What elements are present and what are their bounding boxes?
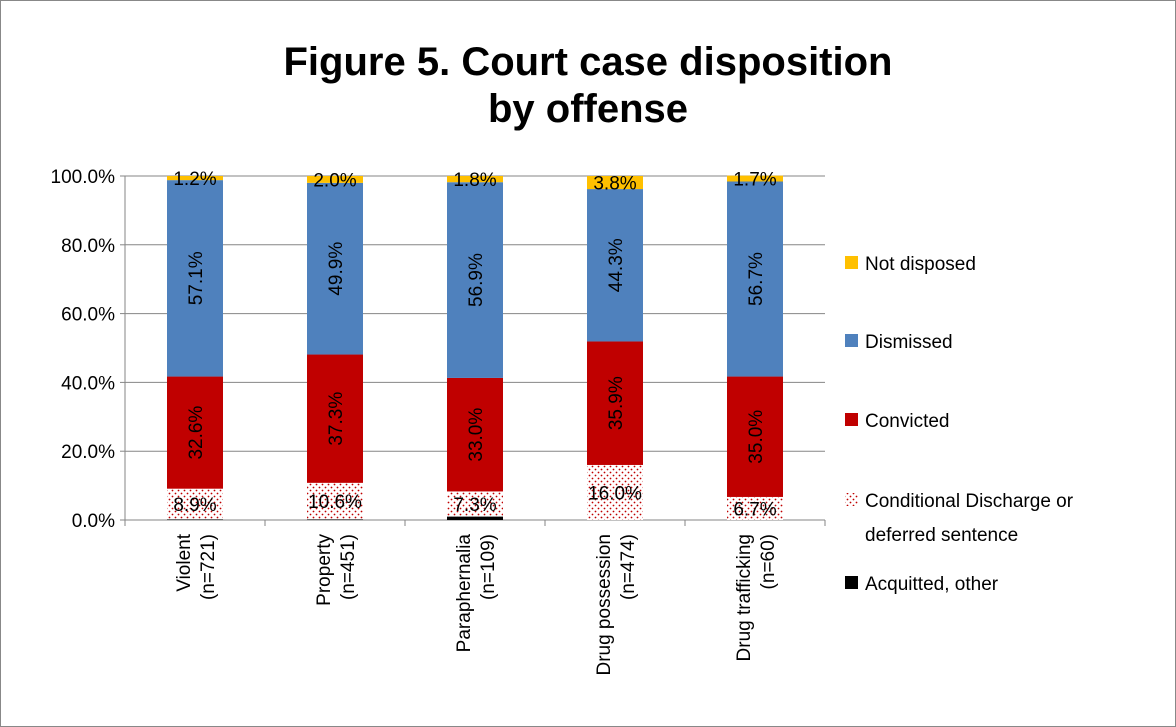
y-tick-label: 80.0% bbox=[61, 236, 115, 257]
legend-label: Dismissed bbox=[865, 332, 953, 353]
data-label: 56.7% bbox=[746, 252, 767, 306]
data-label: 56.9% bbox=[466, 253, 487, 307]
legend-swatch bbox=[845, 334, 858, 347]
data-label: 16.0% bbox=[588, 483, 642, 504]
data-label: 37.3% bbox=[326, 392, 347, 446]
legend-label: Not disposed bbox=[865, 254, 976, 275]
bar-segment bbox=[307, 354, 363, 483]
chart-title: Figure 5. Court case disposition by offen… bbox=[284, 40, 893, 131]
data-label: 1.2% bbox=[173, 169, 216, 190]
bar-segment bbox=[447, 516, 503, 520]
legend-swatch bbox=[845, 413, 858, 426]
bar-segment bbox=[587, 189, 643, 342]
y-tick-label: 60.0% bbox=[61, 305, 115, 326]
bar-segment bbox=[167, 176, 223, 181]
x-tick-label: Paraphernalia (n=109) bbox=[454, 534, 499, 653]
data-label: 7.3% bbox=[453, 495, 496, 516]
x-tick-label: Drug possession (n=474) bbox=[594, 534, 639, 676]
legend-label: Convicted bbox=[865, 411, 950, 432]
data-label: 57.1% bbox=[186, 251, 207, 305]
data-label: 33.0% bbox=[466, 408, 487, 462]
legend-swatch bbox=[845, 256, 858, 269]
legend-label: Conditional Discharge or deferred sentenc… bbox=[865, 491, 1074, 546]
bar-segment bbox=[447, 182, 503, 378]
bar-segment bbox=[447, 176, 503, 183]
legend-swatch bbox=[845, 576, 858, 589]
bar-segment bbox=[167, 180, 223, 377]
bar-segment bbox=[447, 377, 503, 492]
bar-segment bbox=[727, 376, 783, 497]
data-label: 3.8% bbox=[593, 174, 636, 195]
y-tick-label: 100.0% bbox=[51, 167, 116, 188]
data-label: 8.9% bbox=[173, 495, 216, 516]
data-label: 35.0% bbox=[746, 410, 767, 464]
data-label: 49.9% bbox=[326, 242, 347, 296]
x-tick-label: Drug trafficking (n=60) bbox=[734, 534, 779, 661]
bar-segment bbox=[307, 482, 363, 520]
bar-segment bbox=[307, 519, 363, 520]
data-label: 6.7% bbox=[733, 499, 776, 520]
bar-segment bbox=[587, 341, 643, 465]
y-tick-label: 20.0% bbox=[61, 442, 115, 463]
x-tick-label: Property (n=451) bbox=[314, 534, 359, 606]
data-label: 2.0% bbox=[313, 170, 356, 191]
legend-label: Acquitted, other bbox=[865, 574, 999, 595]
bar-segment bbox=[307, 176, 363, 183]
data-label: 1.8% bbox=[453, 170, 496, 191]
x-tick-label: Violent (n=721) bbox=[174, 533, 219, 600]
data-label: 10.6% bbox=[308, 492, 362, 513]
data-label: 35.9% bbox=[606, 376, 627, 430]
bar-segment bbox=[727, 181, 783, 377]
bar-segment bbox=[727, 496, 783, 520]
bar-segment bbox=[167, 488, 223, 520]
bar-segment bbox=[727, 175, 783, 182]
bar-segment bbox=[307, 182, 363, 355]
bar-segment bbox=[447, 491, 503, 517]
legend-swatch bbox=[845, 493, 858, 506]
bar-segment bbox=[587, 464, 643, 520]
bar-segment bbox=[167, 519, 223, 520]
data-label: 44.3% bbox=[606, 238, 627, 292]
y-tick-label: 40.0% bbox=[61, 373, 115, 394]
bar-segment bbox=[167, 376, 223, 489]
y-tick-label: 0.0% bbox=[72, 511, 115, 532]
data-label: 32.6% bbox=[186, 406, 207, 460]
bar-segment bbox=[587, 176, 643, 190]
data-label: 1.7% bbox=[733, 170, 776, 191]
